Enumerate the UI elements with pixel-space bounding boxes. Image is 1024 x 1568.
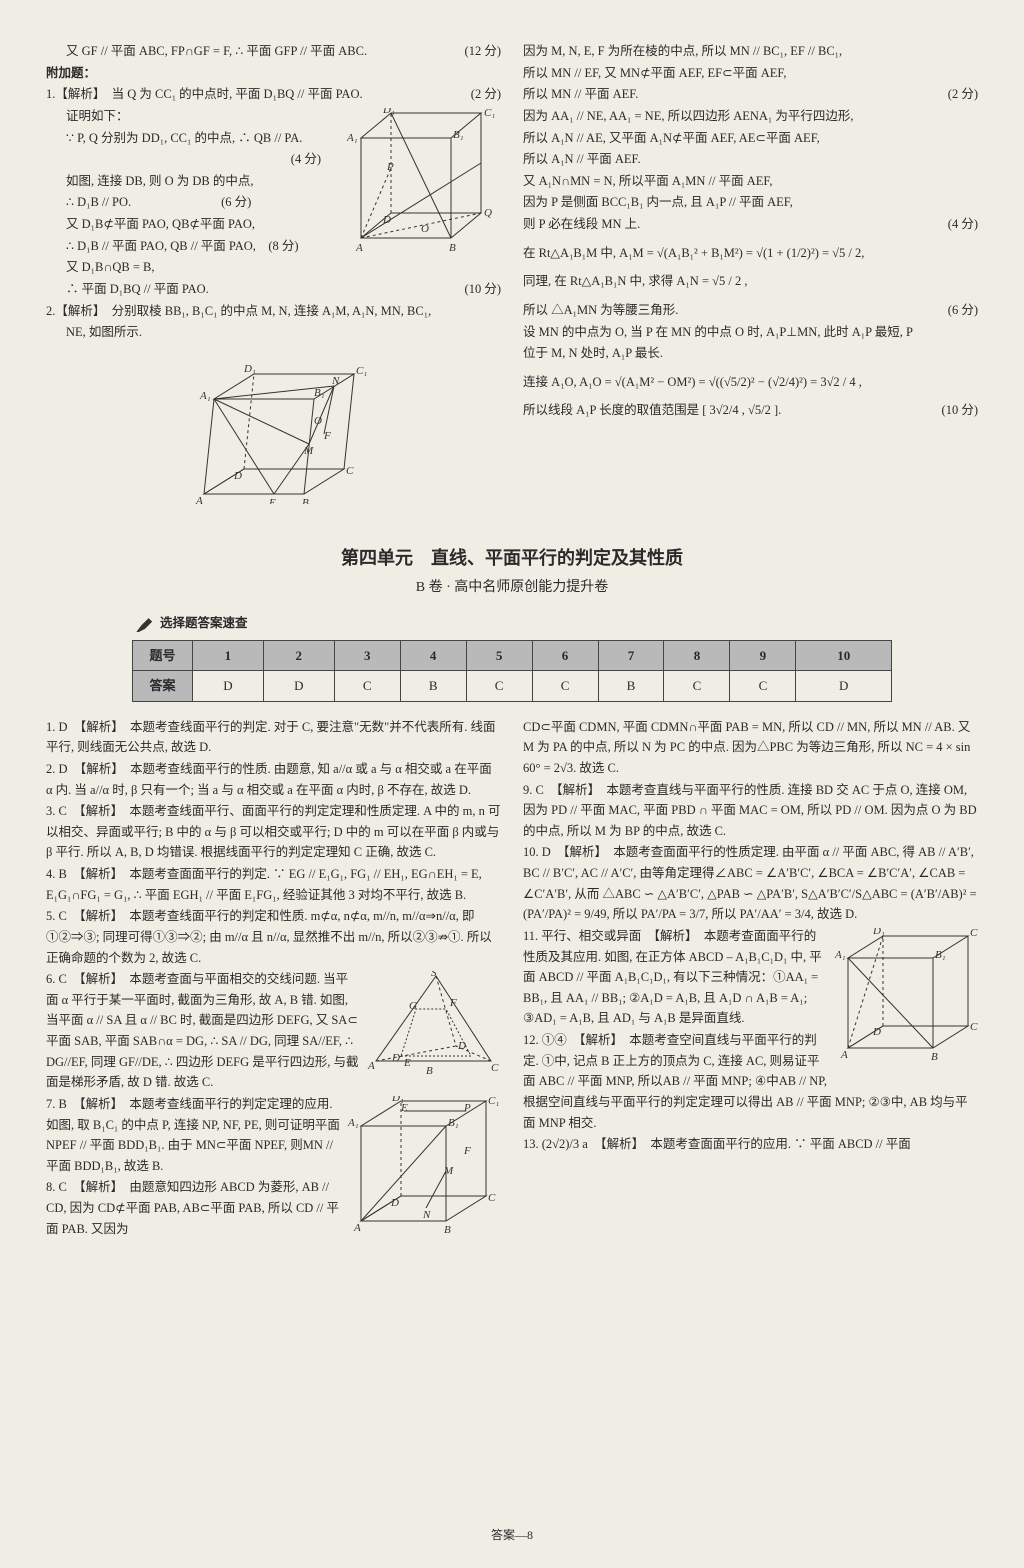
svg-text:D: D (457, 1040, 466, 1052)
svg-text:D₁: D₁ (243, 363, 256, 375)
line: 位于 M, N 处时, A₁P 最长. (523, 343, 978, 364)
svg-text:D₁: D₁ (872, 928, 885, 937)
svg-text:O: O (314, 415, 322, 427)
cube-diagram-1: A B Q D A₁ B₁ C₁ D₁ P O (341, 108, 501, 265)
svg-text:D: D (382, 214, 391, 226)
unit-subtitle: B 卷 · 高中名师原创能力提升卷 (46, 576, 978, 599)
line: 连接 A₁O, A₁O = √(A₁M² − OM²) = √((√5/2)² … (523, 372, 978, 393)
svg-text:B₁: B₁ (448, 1117, 459, 1129)
top-right-column: 因为 M, N, E, F 为所在棱的中点, 所以 MN // BC₁, EF … (523, 40, 978, 510)
r2: 9. C 【解析】 本题考查直线与平面平行的性质. 连接 BD 交 AC 于点 … (523, 780, 978, 842)
svg-text:C₁: C₁ (356, 365, 367, 377)
line: 2.【解析】 分别取棱 BB₁, B₁C₁ 的中点 M, N, 连接 A₁M, … (46, 301, 501, 322)
q2: 2. D 【解析】 本题考查线面平行的性质. 由题意, 知 a//α 或 a 与… (46, 759, 501, 800)
svg-text:M: M (443, 1165, 454, 1177)
svg-text:A: A (195, 495, 203, 504)
line: 因为 AA₁ // NE, AA₁ = NE, 所以四边形 AENA₁ 为平行四… (523, 106, 978, 127)
line: 在 Rt△A₁B₁M 中, A₁M = √(A₁B₁² + B₁M²) = √(… (523, 243, 978, 264)
svg-text:N: N (331, 375, 340, 387)
svg-text:C₁: C₁ (484, 108, 495, 119)
svg-text:S: S (431, 971, 437, 979)
q4: 4. B 【解析】 本题考查面面平行的判定. ∵ EG // E₁G₁, FG₁… (46, 864, 501, 905)
line: 所以 MN // 平面 AEF.(2 分) (523, 84, 978, 105)
svg-text:G: G (409, 1000, 417, 1012)
svg-text:B: B (444, 1224, 451, 1236)
svg-text:B: B (302, 497, 309, 504)
line: ∴ 平面 D₁BQ // 平面 PAO.(10 分) (46, 279, 501, 300)
svg-text:A: A (355, 242, 363, 254)
line: 因为 P 是侧面 BCC₁B₁ 内一点, 且 A₁P // 平面 AEF, (523, 192, 978, 213)
svg-text:E: E (403, 1057, 411, 1069)
svg-text:A₁: A₁ (347, 1117, 359, 1129)
line: NE, 如图所示. (46, 322, 501, 343)
svg-text:C: C (346, 465, 354, 477)
svg-text:B: B (426, 1065, 433, 1077)
svg-text:O: O (421, 223, 429, 235)
line: 设 MN 的中点为 O, 当 P 在 MN 的中点 O 时, A₁P⊥MN, 此… (523, 322, 978, 343)
line: 所以线段 A₁P 长度的取值范围是 [ 3√2/4 , √5/2 ].(10 分… (523, 400, 978, 421)
r1: CD⊂平面 CDMN, 平面 CDMN∩平面 PAB = MN, 所以 CD /… (523, 717, 978, 779)
prism-diagram-2: A B C D A₁ B₁ C₁ D₁ E FM N O (46, 344, 501, 511)
line: 1.【解析】 当 Q 为 CC₁ 的中点时, 平面 D₁BQ // 平面 PAO… (46, 84, 501, 105)
cube-diagram-11: A B C D A₁ B₁ C₁ D₁ (833, 928, 978, 1070)
bottom-right-column: CD⊂平面 CDMN, 平面 CDMN∩平面 PAB = MN, 所以 CD /… (523, 716, 978, 1245)
line: 则 P 必在线段 MN 上.(4 分) (523, 214, 978, 235)
svg-text:C₁: C₁ (970, 928, 978, 939)
svg-text:D₁: D₁ (382, 108, 395, 116)
extra-title: 附加题： (46, 63, 501, 84)
svg-text:A₁: A₁ (346, 132, 358, 144)
q1: 1. D 【解析】 本题考查线面平行的判定. 对于 C, 要注意"无数"并不代表… (46, 717, 501, 758)
svg-text:B: B (449, 242, 456, 254)
svg-text:A: A (367, 1060, 375, 1072)
svg-text:D: D (233, 470, 242, 482)
cube-diagram-7: ABCD A₁B₁C₁D₁ EPM NF (346, 1096, 501, 1243)
svg-text:C: C (491, 1062, 499, 1074)
pencil-icon (136, 614, 154, 632)
line: 所以 A₁N // 平面 AEF. (523, 149, 978, 170)
answer-table: 题号12345678910 答案DDCBCCBCCD (132, 640, 892, 702)
svg-text:P: P (386, 161, 394, 173)
top-left-column: 又 GF // 平面 ABC, FP∩GF = F, ∴ 平面 GFP // 平… (46, 40, 501, 510)
svg-text:B₁: B₁ (453, 129, 464, 141)
svg-text:E: E (268, 497, 276, 504)
q3: 3. C 【解析】 本题考查线面平行、面面平行的判定定理和性质定理. A 中的 … (46, 801, 501, 863)
bottom-left-column: 1. D 【解析】 本题考查线面平行的判定. 对于 C, 要注意"无数"并不代表… (46, 716, 501, 1245)
svg-text:D: D (391, 1052, 400, 1064)
line: 同理, 在 Rt△A₁B₁N 中, 求得 A₁N = √5 / 2 , (523, 271, 978, 292)
line: 又 A₁N∩MN = N, 所以平面 A₁MN // 平面 AEF, (523, 171, 978, 192)
svg-text:M: M (303, 445, 314, 457)
svg-text:D: D (872, 1026, 881, 1038)
tetra-diagram: SAC BD DEFG (366, 971, 501, 1088)
svg-text:B₁: B₁ (935, 949, 946, 961)
line: 所以 A₁N // AE, 又平面 A₁N⊄平面 AEF, AE⊂平面 AEF, (523, 128, 978, 149)
line: 又 GF // 平面 ABC, FP∩GF = F, ∴ 平面 GFP // 平… (46, 41, 501, 62)
q5: 5. C 【解析】 本题考查线面平行的判定和性质. m⊄α, n⊄α, m//n… (46, 906, 501, 968)
quick-check-header: 选择题答案速查 (136, 613, 978, 634)
svg-text:F: F (323, 430, 331, 442)
svg-text:B: B (931, 1051, 938, 1063)
svg-text:C: C (970, 1021, 978, 1033)
svg-text:C: C (488, 1192, 496, 1204)
svg-text:F: F (449, 997, 457, 1009)
svg-text:E: E (400, 1102, 408, 1114)
quick-check-label: 选择题答案速查 (160, 613, 248, 634)
svg-text:A: A (840, 1049, 848, 1061)
line: 所以 △A₁MN 为等腰三角形.(6 分) (523, 300, 978, 321)
svg-text:D: D (390, 1197, 399, 1209)
page-footer: 答案—8 (0, 1526, 1024, 1546)
svg-text:F: F (463, 1145, 471, 1157)
r3: 10. D 【解析】 本题考查面面平行的性质定理. 由平面 α // 平面 AB… (523, 842, 978, 925)
line: 因为 M, N, E, F 为所在棱的中点, 所以 MN // BC₁, EF … (523, 41, 978, 62)
r6: 13. (2√2)/3 a 【解析】 本题考查面面平行的应用. ∵ 平面 ABC… (523, 1134, 978, 1155)
svg-text:B₁: B₁ (314, 387, 325, 399)
svg-text:N: N (422, 1209, 431, 1221)
svg-text:A: A (353, 1222, 361, 1234)
svg-text:C₁: C₁ (488, 1096, 499, 1107)
svg-text:A₁: A₁ (199, 390, 211, 402)
svg-text:P: P (463, 1102, 471, 1114)
line: 所以 MN // EF, 又 MN⊄平面 AEF, EF⊂平面 AEF, (523, 63, 978, 84)
svg-text:Q: Q (484, 207, 492, 219)
svg-text:A₁: A₁ (834, 949, 846, 961)
unit-title: 第四单元 直线、平面平行的判定及其性质 (46, 544, 978, 574)
